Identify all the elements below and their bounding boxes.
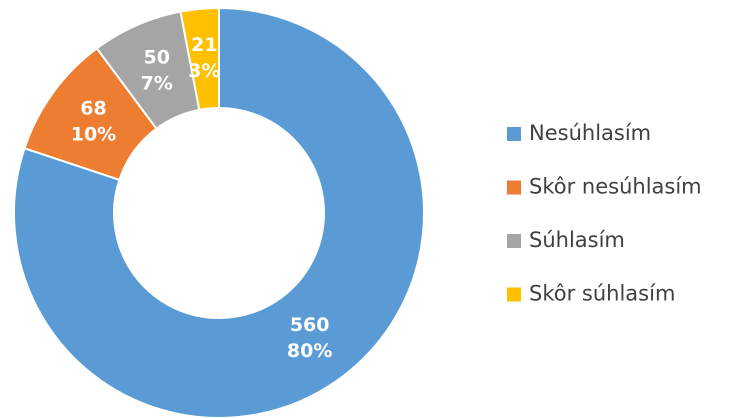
- legend-swatch: [507, 234, 521, 248]
- legend-swatch: [507, 127, 521, 141]
- donut-segment: [179, 6, 220, 112]
- donut-segment: [13, 6, 425, 418]
- percent-label: 7%: [141, 73, 173, 95]
- percent-label: 3%: [188, 60, 220, 82]
- data-label: 50: [143, 47, 169, 69]
- legend-swatch: [507, 180, 521, 195]
- percent-label: 10%: [71, 124, 116, 146]
- legend-label: Skôr nesúhlasím: [529, 175, 702, 199]
- legend-label: Skôr súhlasím: [529, 282, 675, 306]
- data-label: 21: [191, 34, 217, 56]
- data-label: 560: [290, 314, 330, 336]
- legend-label: Nesúhlasím: [529, 121, 651, 145]
- legend-label: Súhlasím: [529, 228, 625, 252]
- percent-label: 80%: [287, 340, 332, 362]
- legend-swatch: [507, 287, 521, 302]
- data-label: 68: [80, 98, 106, 120]
